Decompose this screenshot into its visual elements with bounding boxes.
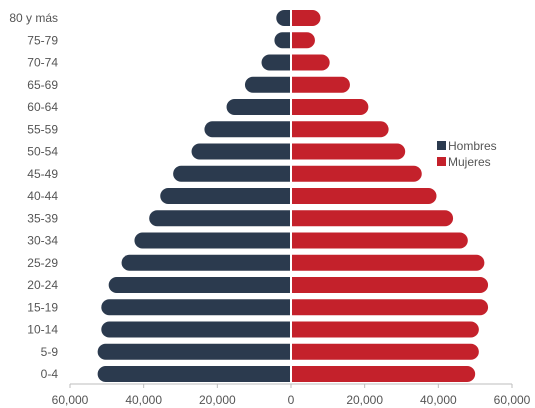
- bar-hombres-60-64: [226, 99, 290, 115]
- y-tick-label: 10-14: [27, 323, 58, 337]
- bars-layer: [97, 8, 489, 384]
- x-axis: 60,000 40,000 20,000 0 20,000 40,000 60,000: [52, 383, 531, 407]
- x-tick-label: 0: [288, 393, 295, 407]
- legend-label-mujeres: Mujeres: [448, 155, 491, 169]
- bar-mujeres-70-74: [292, 54, 330, 71]
- y-tick-label: 30-34: [27, 234, 58, 248]
- bar-mujeres-55-59: [292, 121, 389, 138]
- bar-hombres-45-49: [173, 165, 290, 182]
- x-tick-label: 40,000: [420, 393, 457, 407]
- x-tick-label: 20,000: [199, 393, 236, 407]
- x-tick-label: 60,000: [494, 393, 531, 407]
- y-tick-label: 0-4: [41, 367, 59, 381]
- x-tick-label: 60,000: [52, 393, 89, 407]
- bar-hombres-65-69: [244, 76, 290, 93]
- legend-swatch-mujeres: [437, 157, 446, 166]
- y-tick-label: 5-9: [41, 345, 59, 359]
- bar-mujeres-75-79: [292, 32, 315, 49]
- x-tick-label: 20,000: [346, 393, 383, 407]
- bar-mujeres-5-9: [292, 343, 479, 360]
- y-tick-label: 55-59: [27, 122, 58, 136]
- y-tick-label: 45-49: [27, 167, 58, 181]
- bar-mujeres-35-39: [292, 210, 454, 227]
- bar-hombres-15-19: [101, 299, 290, 316]
- y-tick-label: 70-74: [27, 56, 58, 70]
- bar-hombres-35-39: [149, 210, 290, 227]
- bar-mujeres-10-14: [292, 321, 479, 338]
- y-tick-label: 15-19: [27, 300, 58, 314]
- bar-mujeres-40-44: [292, 188, 437, 204]
- legend: Hombres Mujeres: [437, 139, 497, 169]
- bar-mujeres-80-y-m-s: [292, 10, 321, 26]
- y-tick-label: 50-54: [27, 145, 58, 159]
- bar-mujeres-30-34: [292, 232, 468, 249]
- bar-mujeres-0-4: [292, 366, 476, 382]
- x-tick-label: 40,000: [125, 393, 162, 407]
- y-tick-label: 20-24: [27, 278, 58, 292]
- bar-hombres-75-79: [274, 32, 290, 49]
- bar-mujeres-15-19: [292, 299, 489, 316]
- bar-mujeres-25-29: [292, 254, 485, 271]
- bar-mujeres-45-49: [292, 165, 422, 182]
- y-tick-label: 40-44: [27, 189, 58, 203]
- bar-hombres-80-y-m-s: [276, 10, 290, 26]
- y-tick-label: 25-29: [27, 256, 58, 270]
- bar-hombres-50-54: [191, 143, 290, 160]
- y-axis-labels: 0-4 5-9 10-14 15-19 20-24 25-29 30-34 35-39 40-4…: [9, 11, 58, 381]
- legend-swatch-hombres: [437, 141, 446, 150]
- bar-hombres-25-29: [121, 254, 290, 271]
- bar-mujeres-50-54: [292, 143, 406, 160]
- bar-mujeres-60-64: [292, 99, 369, 115]
- bar-hombres-0-4: [97, 366, 290, 382]
- y-tick-label: 35-39: [27, 211, 58, 225]
- bar-hombres-40-44: [160, 188, 290, 204]
- y-tick-label: 75-79: [27, 33, 58, 47]
- bar-hombres-5-9: [97, 343, 290, 360]
- bar-hombres-20-24: [108, 277, 290, 293]
- bar-mujeres-65-69: [292, 76, 350, 93]
- y-tick-label: 60-64: [27, 100, 58, 114]
- y-tick-label: 65-69: [27, 78, 58, 92]
- bar-hombres-55-59: [204, 121, 290, 138]
- y-tick-label: 80 y más: [9, 11, 58, 25]
- bar-mujeres-20-24: [292, 277, 489, 293]
- bar-hombres-70-74: [261, 54, 290, 71]
- bar-hombres-10-14: [101, 321, 290, 338]
- legend-label-hombres: Hombres: [448, 139, 497, 153]
- bar-hombres-30-34: [134, 232, 290, 249]
